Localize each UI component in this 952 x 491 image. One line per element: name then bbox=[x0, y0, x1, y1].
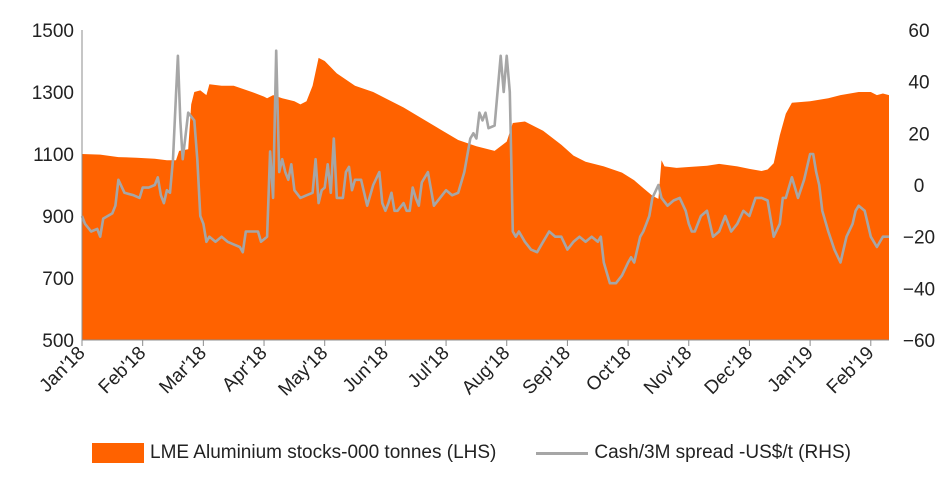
legend-item-spread: Cash/3M spread -US$/t (RHS) bbox=[536, 442, 851, 464]
left-tick-label: 1500 bbox=[32, 21, 74, 42]
x-tick-label: Dec'18 bbox=[701, 343, 757, 399]
right-tick-label: −60 bbox=[903, 331, 935, 352]
stocks-area bbox=[82, 57, 889, 341]
x-tick-label: Nov'18 bbox=[640, 343, 696, 399]
right-tick-label: 20 bbox=[908, 124, 929, 145]
legend: LME Aluminium stocks-000 tonnes (LHS) Ca… bbox=[92, 437, 891, 469]
left-tick-label: 1300 bbox=[32, 83, 74, 104]
left-axis: 500 700 900 1100 1300 1500 bbox=[32, 21, 83, 352]
legend-item-stocks: LME Aluminium stocks-000 tonnes (LHS) bbox=[92, 442, 496, 464]
left-tick-label: 500 bbox=[42, 331, 74, 352]
x-tick-label: Sep'18 bbox=[519, 343, 575, 399]
right-tick-label: 60 bbox=[908, 21, 929, 42]
x-tick-label: Apr'18 bbox=[218, 343, 271, 396]
chart-canvas: 500 700 900 1100 1300 1500 −60 −40 −20 0 20 40 60 J… bbox=[32, 21, 935, 401]
right-tick-label: −20 bbox=[903, 228, 935, 249]
right-tick-label: 0 bbox=[914, 176, 925, 197]
plot-area bbox=[80, 49, 889, 341]
legend-swatch-spread bbox=[536, 451, 589, 455]
x-axis: Jan'18 Feb'18 Mar'18 Apr'18 May'18 Jun'18 Jul'… bbox=[36, 339, 889, 401]
x-tick-label: Oct'18 bbox=[582, 343, 635, 396]
legend-swatch-stocks bbox=[92, 443, 144, 463]
spread-line bbox=[80, 49, 889, 285]
x-tick-label: Aug'18 bbox=[458, 343, 514, 399]
left-tick-label: 1100 bbox=[33, 145, 74, 166]
left-tick-label: 900 bbox=[42, 207, 74, 228]
right-tick-label: −40 bbox=[903, 279, 935, 300]
legend-label-spread: Cash/3M spread -US$/t (RHS) bbox=[594, 442, 851, 463]
left-tick-label: 700 bbox=[42, 269, 74, 290]
x-tick-label: May'18 bbox=[275, 343, 333, 401]
x-tick-label: Jan'19 bbox=[764, 343, 818, 397]
x-tick-label: Jul'18 bbox=[404, 343, 454, 393]
right-tick-label: 40 bbox=[908, 73, 929, 94]
x-tick-label: Feb'18 bbox=[95, 343, 151, 399]
right-axis: −60 −40 −20 0 20 40 60 bbox=[903, 21, 935, 352]
x-tick-label: Feb'19 bbox=[823, 343, 879, 399]
legend-label-stocks: LME Aluminium stocks-000 tonnes (LHS) bbox=[150, 442, 497, 463]
x-tick-label: Jun'18 bbox=[339, 343, 393, 397]
x-tick-label: Mar'18 bbox=[155, 343, 210, 398]
